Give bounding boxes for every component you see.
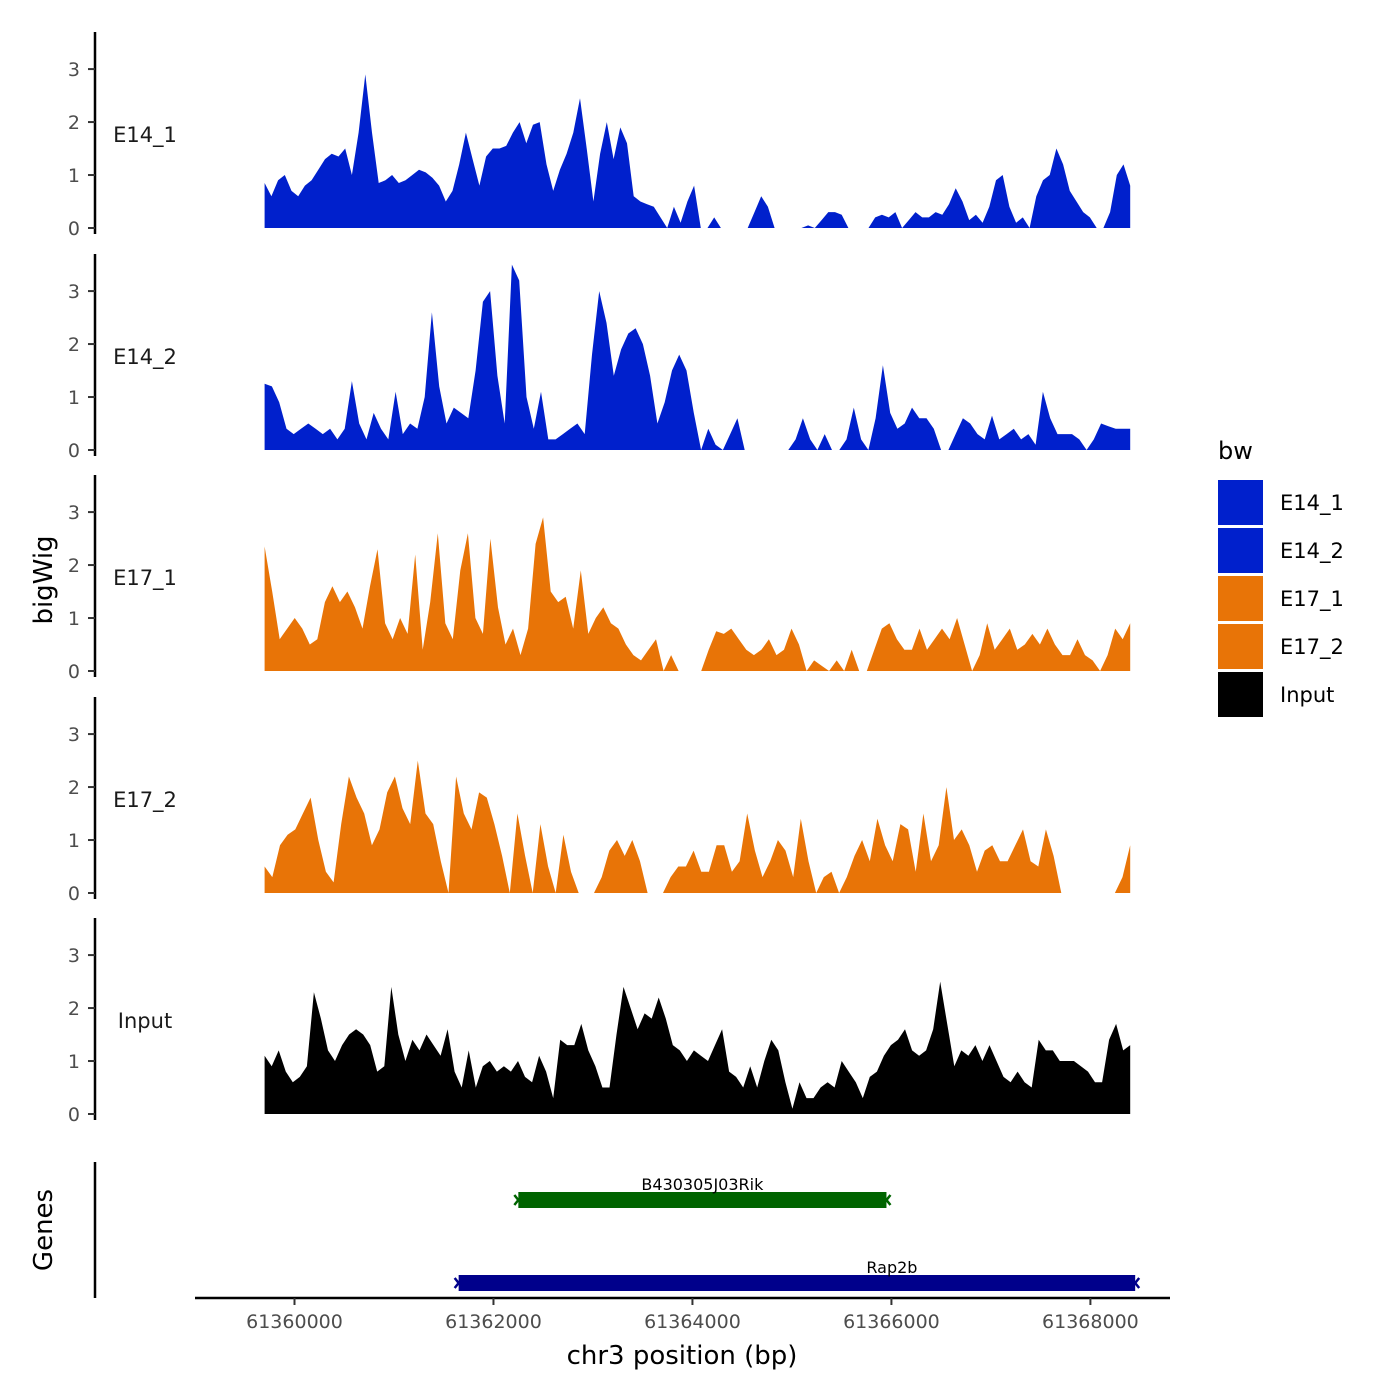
legend-swatch [1218, 672, 1263, 717]
legend-swatch [1218, 480, 1263, 525]
signal-area [264, 981, 1131, 1114]
y-tick-label: 2 [68, 334, 80, 356]
y-tick-label: 0 [68, 661, 80, 683]
track-panels: 0 1 2 3 E14_1 0 1 2 3 E14_2 0 1 2 3 E17_1 0 1 2 3 E17_2 0 1 2 3… [68, 32, 1131, 1126]
x-axis-title: chr3 position (bp) [567, 1341, 798, 1371]
track-input: 0 1 2 3 Input [68, 918, 1131, 1126]
y-tick-label: 1 [68, 608, 80, 630]
gene-start-marker [513, 1194, 524, 1206]
y-tick-label: 0 [68, 883, 80, 905]
track-label: E14_2 [113, 345, 177, 370]
legend-label: E14_1 [1280, 491, 1344, 516]
y-tick-label: 1 [68, 1051, 80, 1073]
x-tick-label: 61368000 [1042, 1311, 1139, 1333]
x-axis: 61360000 61362000 61364000 61366000 61368000 [195, 1296, 1170, 1333]
y-tick-label: 2 [68, 555, 80, 577]
gene-label: Rap2b [866, 1258, 917, 1277]
x-tick-label: 61366000 [843, 1311, 940, 1333]
y-tick-label: 0 [68, 440, 80, 462]
y-tick-label: 1 [68, 387, 80, 409]
legend: bw E14_1 E14_2 E17_1 E17_2 Input [1218, 437, 1344, 717]
track-label: Input [118, 1009, 172, 1033]
x-tick-label: 61362000 [445, 1311, 542, 1333]
track-label: E17_2 [113, 788, 177, 813]
y-tick-label: 3 [68, 59, 80, 81]
track-label: E17_1 [113, 566, 177, 591]
y-tick-label: 2 [68, 998, 80, 1020]
legend-label: Input [1280, 683, 1334, 707]
gene-end-marker [881, 1194, 892, 1206]
track-e17-1: 0 1 2 3 E17_1 [68, 475, 1131, 683]
y-axis-title: bigWig [29, 535, 59, 624]
y-tick-label: 2 [68, 777, 80, 799]
track-e14-2: 0 1 2 3 E14_2 [68, 254, 1131, 462]
y-tick-label: 2 [68, 112, 80, 134]
track-e14-1: 0 1 2 3 E14_1 [68, 32, 1131, 240]
signal-area [264, 74, 1131, 229]
gene-start-marker [453, 1277, 464, 1289]
legend-label: E14_2 [1280, 539, 1344, 564]
y-tick-label: 3 [68, 281, 80, 303]
gene-body[interactable] [458, 1275, 1136, 1291]
gene-body[interactable] [518, 1192, 887, 1208]
x-tick-label: 61364000 [644, 1311, 741, 1333]
legend-swatch [1218, 576, 1263, 621]
y-tick-label: 1 [68, 165, 80, 187]
y-tick-label: 0 [68, 218, 80, 240]
y-tick-label: 0 [68, 1104, 80, 1126]
legend-title: bw [1218, 437, 1253, 465]
x-tick-label: 61360000 [246, 1311, 343, 1333]
signal-area [264, 264, 1131, 450]
gene-b430305j03rik[interactable]: B430305J03Rik [513, 1175, 892, 1208]
gene-rap2b[interactable]: Rap2b [453, 1258, 1141, 1291]
track-e17-2: 0 1 2 3 E17_2 [68, 697, 1131, 905]
gene-end-marker [1130, 1277, 1141, 1289]
legend-swatch [1218, 624, 1263, 669]
genes-axis-title: Genes [29, 1189, 59, 1271]
track-label: E14_1 [113, 123, 177, 148]
y-tick-label: 3 [68, 502, 80, 524]
legend-swatch [1218, 528, 1263, 573]
legend-label: E17_1 [1280, 587, 1344, 612]
signal-area [264, 760, 1131, 893]
y-tick-label: 1 [68, 830, 80, 852]
signal-area [264, 517, 1131, 671]
genes-panel: B430305J03Rik Rap2b [93, 1162, 1141, 1298]
y-tick-label: 3 [68, 724, 80, 746]
y-tick-label: 3 [68, 945, 80, 967]
legend-label: E17_2 [1280, 635, 1344, 660]
gene-label: B430305J03Rik [641, 1175, 764, 1194]
